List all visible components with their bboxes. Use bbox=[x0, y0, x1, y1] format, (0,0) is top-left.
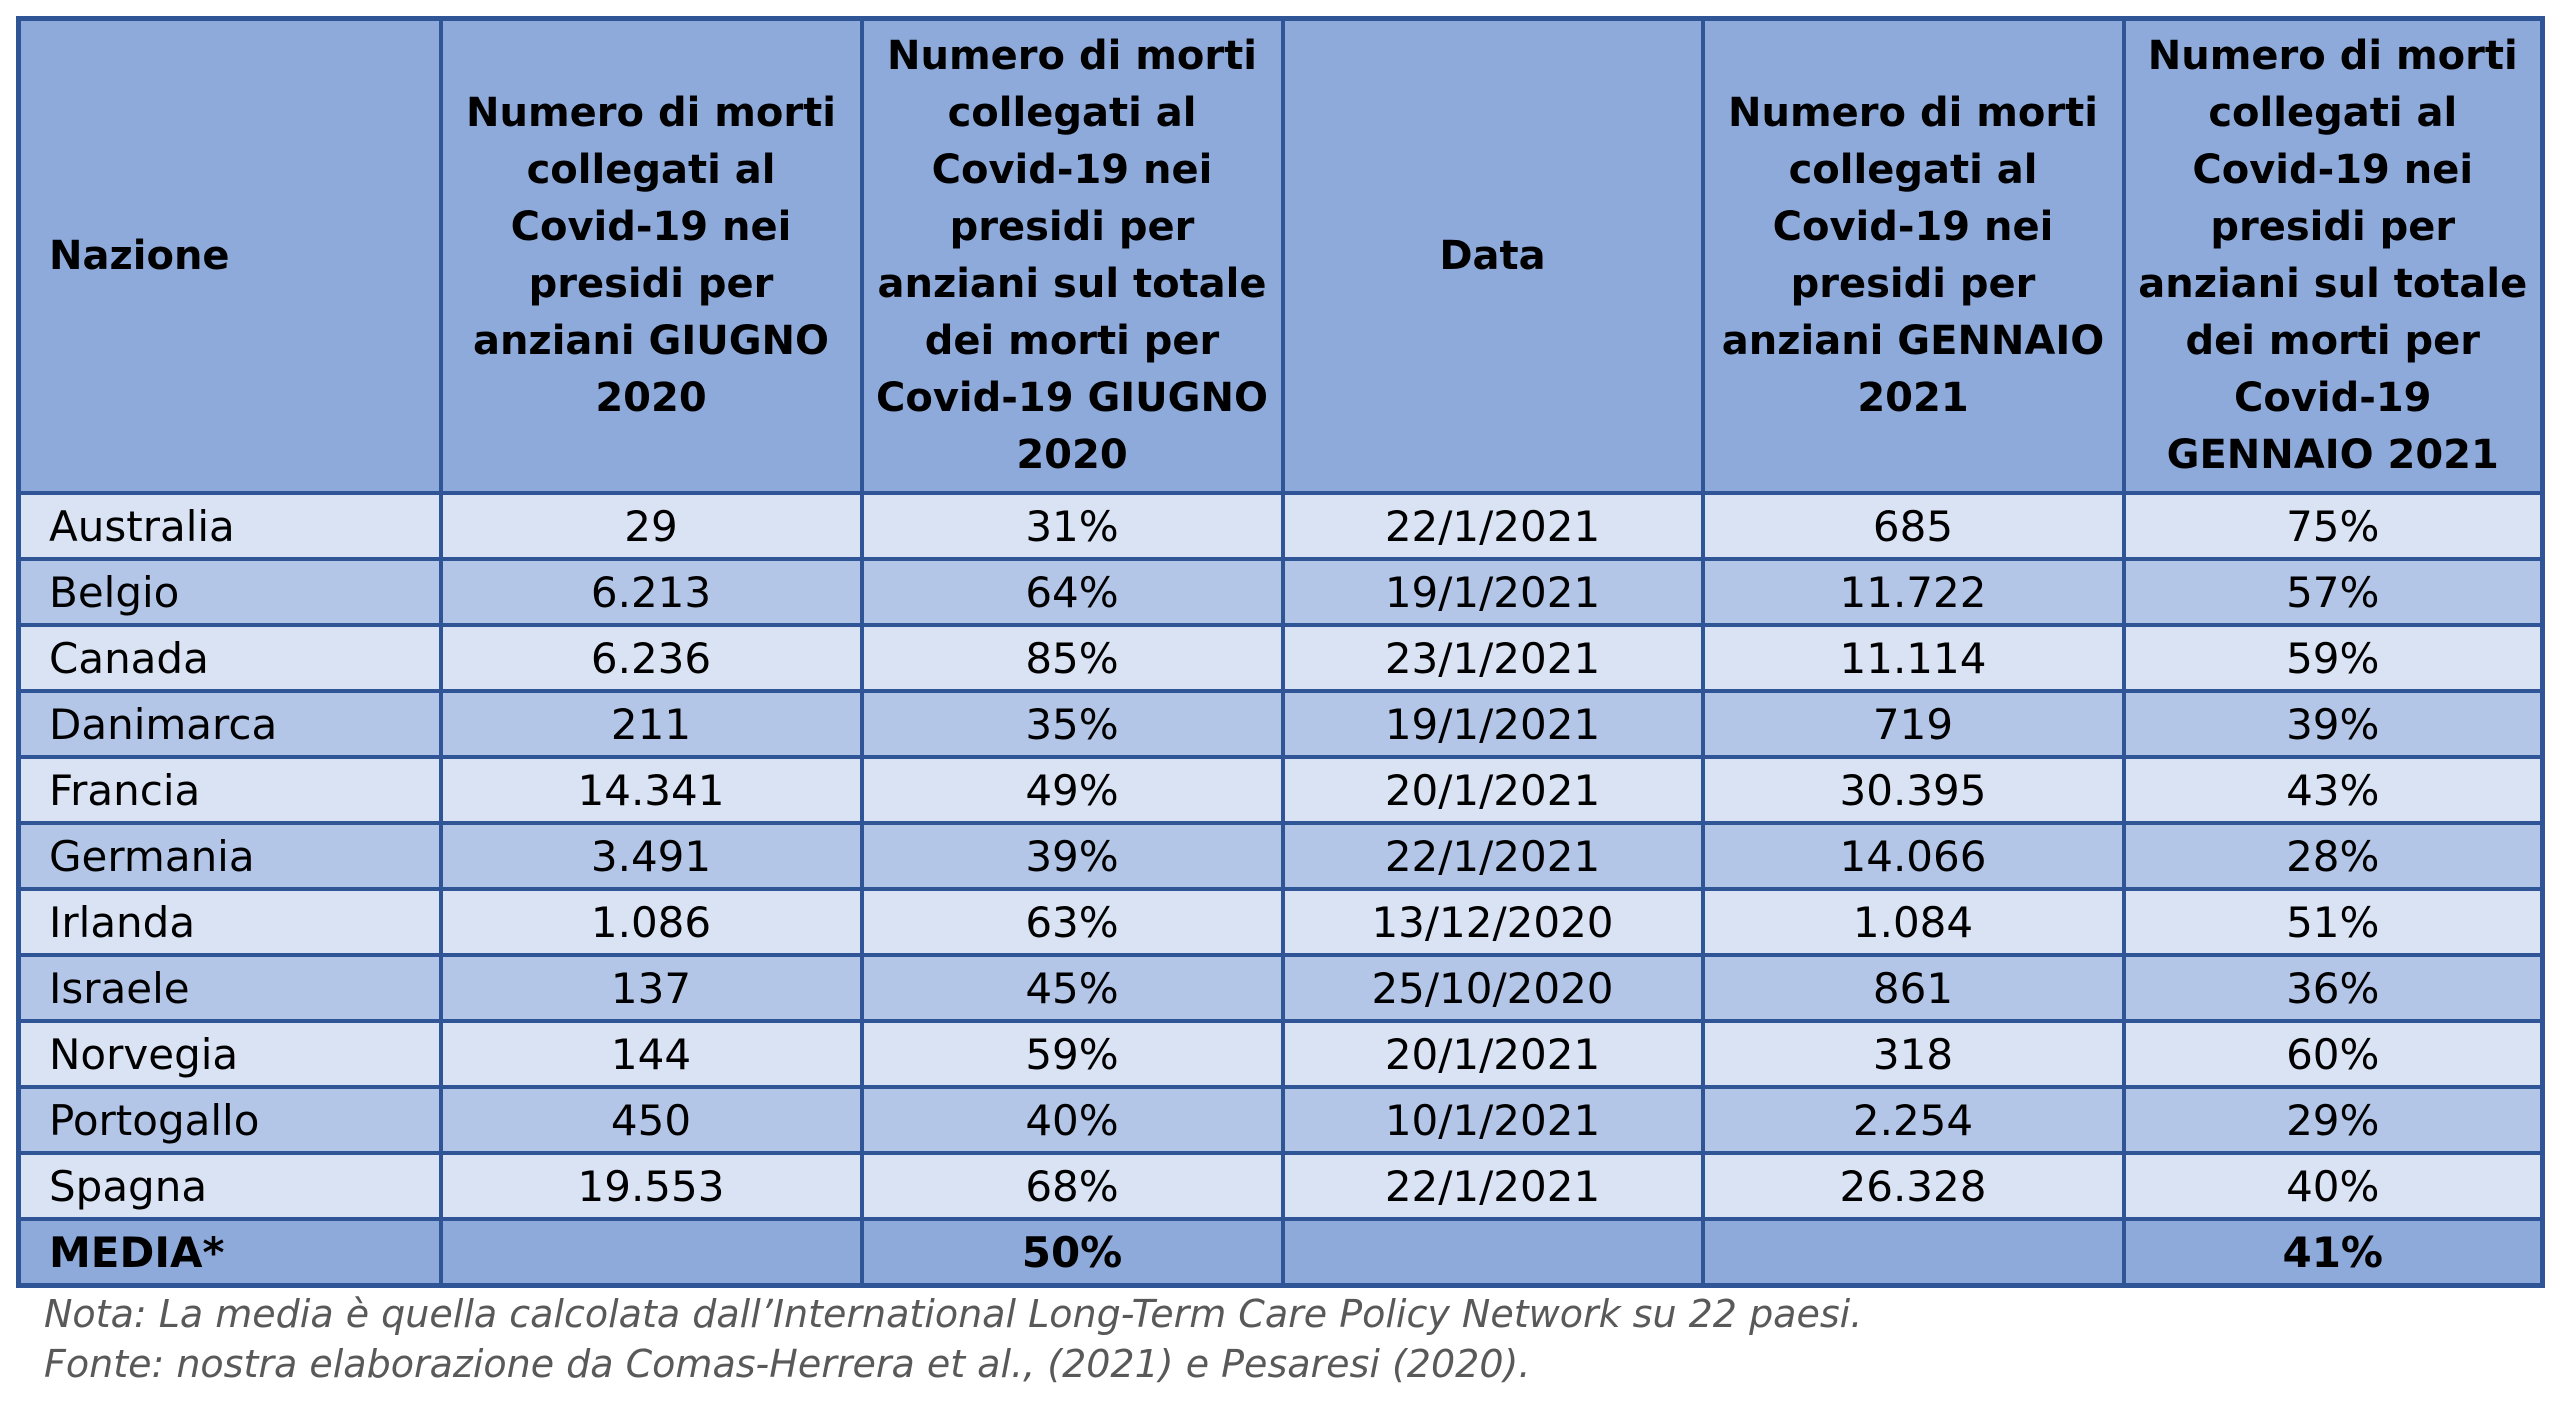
cell: 450 bbox=[438, 1085, 864, 1155]
cell: 10/1/2021 bbox=[1280, 1085, 1705, 1155]
cell: 22/1/2021 bbox=[1280, 821, 1705, 891]
cell: 63% bbox=[859, 887, 1285, 957]
cell: 3.491 bbox=[438, 821, 864, 891]
cell: 29% bbox=[2121, 1085, 2545, 1155]
cell: 31% bbox=[859, 491, 1285, 561]
row: Francia 14.341 49% 20/1/2021 30.395 43% bbox=[16, 755, 2545, 825]
cell: 14.066 bbox=[1700, 821, 2126, 891]
cell: Germania bbox=[16, 821, 443, 891]
row: Israele 137 45% 25/10/2020 861 36% bbox=[16, 953, 2545, 1023]
cell: Canada bbox=[16, 623, 443, 693]
cell: 39% bbox=[2121, 689, 2545, 759]
cell: 14.341 bbox=[438, 755, 864, 825]
cell: 41% bbox=[2121, 1217, 2545, 1288]
row: Danimarca 211 35% 19/1/2021 719 39% bbox=[16, 689, 2545, 759]
cell: Israele bbox=[16, 953, 443, 1023]
row: Australia 29 31% 22/1/2021 685 75% bbox=[16, 491, 2545, 561]
cell: 29 bbox=[438, 491, 864, 561]
row: Irlanda 1.086 63% 13/12/2020 1.084 51% bbox=[16, 887, 2545, 957]
cell: 64% bbox=[859, 557, 1285, 627]
cell: Danimarca bbox=[16, 689, 443, 759]
cell: 36% bbox=[2121, 953, 2545, 1023]
header-cell: Numero di morti collegati al Covid-19 ne… bbox=[859, 16, 1285, 495]
cell: Belgio bbox=[16, 557, 443, 627]
cell: Spagna bbox=[16, 1151, 443, 1221]
header-cell: Nazione bbox=[16, 16, 443, 495]
cell: 22/1/2021 bbox=[1280, 1151, 1705, 1221]
cell: 19/1/2021 bbox=[1280, 689, 1705, 759]
cell: 49% bbox=[859, 755, 1285, 825]
header-cell: Numero di morti collegati al Covid-19 ne… bbox=[2121, 16, 2545, 495]
cell: 57% bbox=[2121, 557, 2545, 627]
cell: 19.553 bbox=[438, 1151, 864, 1221]
row: Portogallo 450 40% 10/1/2021 2.254 29% bbox=[16, 1085, 2545, 1155]
row: Norvegia 144 59% 20/1/2021 318 60% bbox=[16, 1019, 2545, 1089]
cell: 144 bbox=[438, 1019, 864, 1089]
cell: 85% bbox=[859, 623, 1285, 693]
cell: 861 bbox=[1700, 953, 2126, 1023]
cell: MEDIA* bbox=[16, 1217, 443, 1288]
cell: Australia bbox=[16, 491, 443, 561]
row: Germania 3.491 39% 22/1/2021 14.066 28% bbox=[16, 821, 2545, 891]
cell: 51% bbox=[2121, 887, 2545, 957]
cell: 25/10/2020 bbox=[1280, 953, 1705, 1023]
row: Spagna 19.553 68% 22/1/2021 26.328 40% bbox=[16, 1151, 2545, 1221]
cell: 60% bbox=[2121, 1019, 2545, 1089]
cell: 28% bbox=[2121, 821, 2545, 891]
cell: 40% bbox=[2121, 1151, 2545, 1221]
cell: 23/1/2021 bbox=[1280, 623, 1705, 693]
cell: 45% bbox=[859, 953, 1285, 1023]
cell: 26.328 bbox=[1700, 1151, 2126, 1221]
cell bbox=[438, 1217, 864, 1288]
cell: 719 bbox=[1700, 689, 2126, 759]
cell: 75% bbox=[2121, 491, 2545, 561]
cell: 22/1/2021 bbox=[1280, 491, 1705, 561]
cell: 6.236 bbox=[438, 623, 864, 693]
source: Fonte: nostra elaborazione da Comas-Herr… bbox=[44, 1342, 1531, 1386]
cell: 20/1/2021 bbox=[1280, 1019, 1705, 1089]
cell: 13/12/2020 bbox=[1280, 887, 1705, 957]
cell: 11.114 bbox=[1700, 623, 2126, 693]
cell bbox=[1280, 1217, 1705, 1288]
cell: 2.254 bbox=[1700, 1085, 2126, 1155]
cell: Irlanda bbox=[16, 887, 443, 957]
cell: 1.084 bbox=[1700, 887, 2126, 957]
cell: 40% bbox=[859, 1085, 1285, 1155]
cell bbox=[1700, 1217, 2126, 1288]
average-row: MEDIA* 50% 41% bbox=[16, 1217, 2545, 1288]
row: Belgio 6.213 64% 19/1/2021 11.722 57% bbox=[16, 557, 2545, 627]
cell: 11.722 bbox=[1700, 557, 2126, 627]
header-cell: Numero di morti collegati al Covid-19 ne… bbox=[1700, 16, 2126, 495]
header-row: Nazione Numero di morti collegati al Covi… bbox=[16, 16, 2545, 495]
cell: 137 bbox=[438, 953, 864, 1023]
data-table: Nazione Numero di morti collegati al Covi… bbox=[16, 16, 2545, 1288]
cell: 68% bbox=[859, 1151, 1285, 1221]
row: Canada 6.236 85% 23/1/2021 11.114 59% bbox=[16, 623, 2545, 693]
cell: 6.213 bbox=[438, 557, 864, 627]
cell: Norvegia bbox=[16, 1019, 443, 1089]
cell: 211 bbox=[438, 689, 864, 759]
cell: 318 bbox=[1700, 1019, 2126, 1089]
note: Nota: La media è quella calcolata dall’I… bbox=[44, 1292, 1863, 1336]
cell: Francia bbox=[16, 755, 443, 825]
cell: 43% bbox=[2121, 755, 2545, 825]
cell: 39% bbox=[859, 821, 1285, 891]
cell: 59% bbox=[2121, 623, 2545, 693]
cell: 35% bbox=[859, 689, 1285, 759]
cell: 50% bbox=[859, 1217, 1285, 1288]
cell: Portogallo bbox=[16, 1085, 443, 1155]
cell: 19/1/2021 bbox=[1280, 557, 1705, 627]
cell: 1.086 bbox=[438, 887, 864, 957]
cell: 59% bbox=[859, 1019, 1285, 1089]
header-cell: Numero di morti collegati al Covid-19 ne… bbox=[438, 16, 864, 495]
cell: 685 bbox=[1700, 491, 2126, 561]
header-cell: Data bbox=[1280, 16, 1705, 495]
cell: 30.395 bbox=[1700, 755, 2126, 825]
cell: 20/1/2021 bbox=[1280, 755, 1705, 825]
table-body: Australia 29 31% 22/1/2021 685 75% Belgio 6.213… bbox=[16, 491, 2545, 1221]
